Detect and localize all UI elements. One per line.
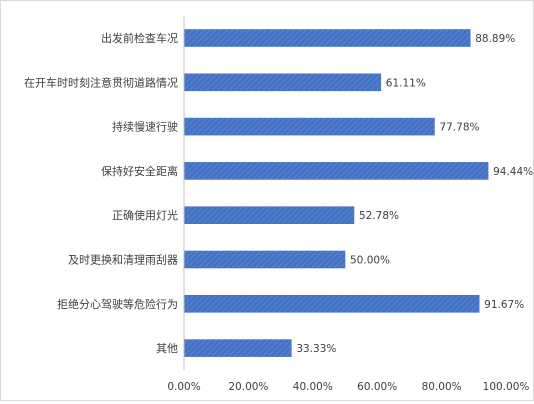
data-label: 77.78% <box>439 122 479 134</box>
x-tick-label: 60.00% <box>357 381 397 393</box>
data-label: 61.11% <box>386 77 426 89</box>
bar <box>183 162 489 180</box>
data-label: 88.89% <box>475 33 515 45</box>
data-label: 94.44% <box>493 166 533 178</box>
category-label: 持续慢速行驶 <box>112 120 178 134</box>
bar <box>183 29 471 47</box>
category-label: 出发前检查车况 <box>101 31 178 45</box>
bar <box>183 250 346 269</box>
x-tick-label: 20.00% <box>228 381 268 393</box>
category-label: 及时更换和清理雨刮器 <box>68 253 178 267</box>
bar <box>183 294 480 313</box>
x-tick-label: 100.00% <box>483 381 530 393</box>
bar <box>183 73 382 92</box>
category-label: 保持好安全距离 <box>101 164 178 178</box>
bar <box>183 339 292 357</box>
bar <box>183 117 435 136</box>
bars-layer <box>183 29 489 357</box>
category-label: 拒绝分心驾驶等危险行为 <box>57 297 178 311</box>
data-label: 91.67% <box>484 299 524 311</box>
x-tick-label: 0.00% <box>167 381 200 393</box>
data-label: 52.78% <box>359 210 399 222</box>
data-label: 33.33% <box>296 343 336 355</box>
data-label: 50.00% <box>350 255 390 267</box>
category-label: 在开车时时刻注意贯彻道路情况 <box>24 75 178 89</box>
category-label: 正确使用灯光 <box>112 208 178 222</box>
x-axis: 0.00% 20.00% 40.00% 60.00% 80.00% 100.00% <box>167 15 530 393</box>
bar <box>183 206 355 224</box>
labels-layer: 出发前检查车况 88.89% 在开车时时刻注意贯彻道路情况 61.11% 持续慢速行驶 7… <box>24 31 533 355</box>
x-tick-label: 40.00% <box>293 381 333 393</box>
category-label: 其他 <box>156 342 178 355</box>
x-tick-label: 80.00% <box>422 381 462 393</box>
